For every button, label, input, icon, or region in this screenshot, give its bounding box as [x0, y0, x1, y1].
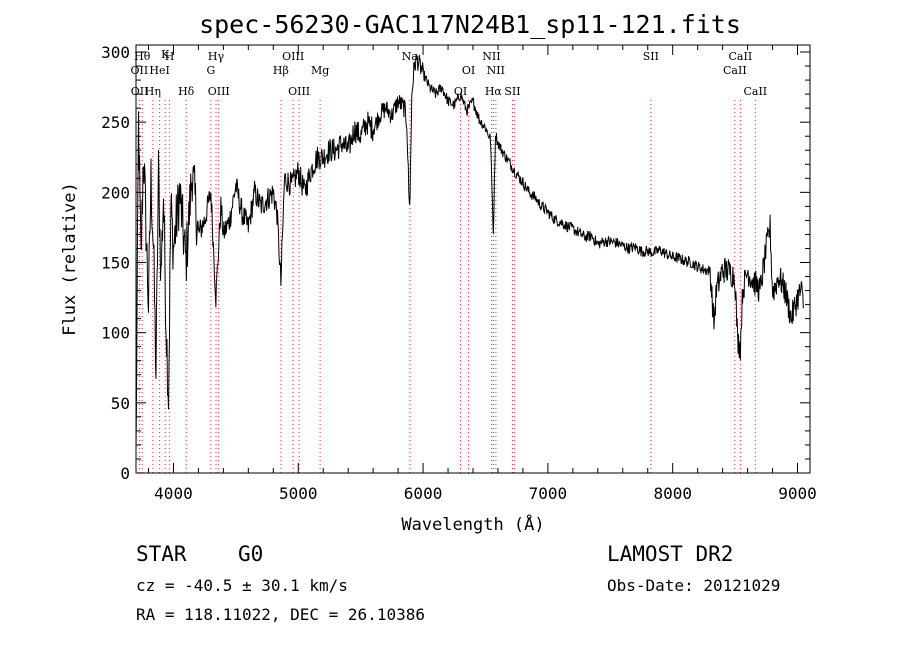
- coordinates-text: RA = 118.11022, DEC = 26.10386: [136, 605, 425, 624]
- line-label: Hβ: [273, 64, 289, 77]
- x-tick-label: 9000: [778, 484, 817, 503]
- line-label: NII: [482, 50, 500, 63]
- line-label: CaII: [743, 85, 767, 98]
- line-label: OIII: [288, 85, 310, 98]
- line-label: NII: [487, 64, 505, 77]
- obs-date-text: Obs-Date: 20121029: [607, 576, 781, 595]
- line-label: Mg: [311, 64, 329, 77]
- line-label: Hθ: [134, 50, 151, 63]
- line-label: Hδ: [178, 85, 195, 98]
- line-label: HeI: [149, 64, 169, 77]
- y-tick-label: 0: [120, 464, 130, 483]
- line-label: SII: [643, 50, 659, 63]
- y-tick-label: 300: [101, 43, 130, 62]
- line-label: Na: [402, 50, 419, 63]
- y-tick-label: 200: [101, 183, 130, 202]
- line-label: Hα: [485, 85, 503, 98]
- line-label: H: [165, 50, 175, 63]
- object-class: STAR: [136, 542, 187, 566]
- plot-frame: [135, 44, 811, 474]
- line-label: SII: [504, 85, 520, 98]
- line-label: CaII: [723, 64, 747, 77]
- survey-name: LAMOST DR2: [607, 542, 734, 566]
- line-label: CaII: [729, 50, 753, 63]
- line-label: OI: [462, 64, 475, 77]
- y-tick-label: 100: [101, 324, 130, 343]
- line-label: OIII: [282, 50, 304, 63]
- line-label: OII: [131, 85, 149, 98]
- redshift-text: cz = -40.5 ± 30.1 km/s: [136, 576, 348, 595]
- line-label: Hη: [145, 85, 161, 98]
- y-tick-label: 250: [101, 113, 130, 132]
- spectrum-line: [135, 53, 804, 450]
- object-subclass: G0: [238, 542, 264, 566]
- y-tick-label: 50: [111, 394, 130, 413]
- y-axis-label: Flux (relative): [60, 182, 80, 336]
- line-label: G: [206, 64, 215, 77]
- x-tick-label: 4000: [154, 484, 193, 503]
- axis-ticks: 4000 5000 6000 7000 8000 9000 0 50 100 150 200 250 3…: [101, 43, 817, 503]
- x-axis-label: Wavelength (Å): [401, 513, 544, 535]
- y-tick-label: 150: [101, 254, 130, 273]
- line-label: K: [161, 48, 170, 61]
- chart-title: spec-56230-GAC117N24B1_sp11-121.fits: [199, 10, 741, 39]
- x-tick-label: 5000: [279, 484, 318, 503]
- x-tick-label: 7000: [529, 484, 568, 503]
- x-tick-label: 8000: [653, 484, 692, 503]
- x-tick-label: 6000: [404, 484, 443, 503]
- line-label: OII: [131, 64, 149, 77]
- emission-line-markers: OIIOIIHθHηHeIKHHδGHγOIIIHβOIIIOIIIMgNaOI…: [131, 48, 767, 473]
- line-label: OIII: [208, 85, 230, 98]
- line-label: Hγ: [208, 50, 225, 63]
